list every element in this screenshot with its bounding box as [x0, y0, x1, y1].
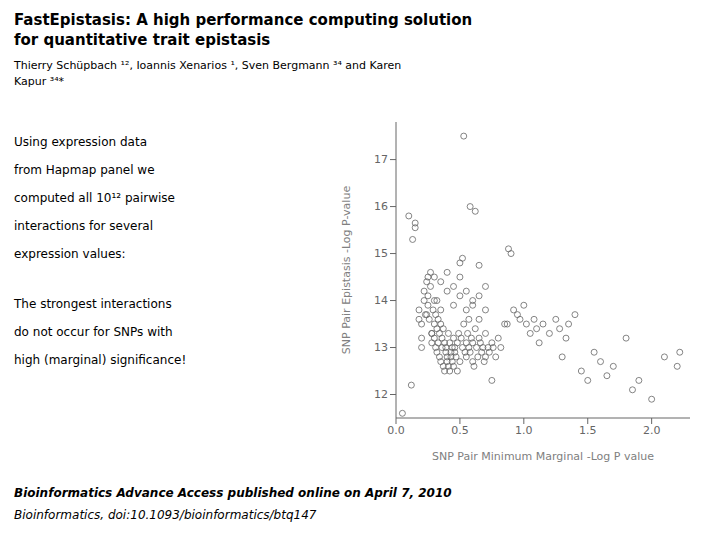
svg-text:17: 17	[374, 153, 388, 166]
svg-text:0.0: 0.0	[387, 424, 405, 437]
svg-text:15: 15	[374, 247, 388, 260]
html-text:do not occur for SNPs with: do not occur for SNPs with	[14, 325, 173, 339]
svg-text:SNP Pair Epistasis -Log P-valu: SNP Pair Epistasis -Log P-value	[340, 186, 353, 355]
html-text:interactions for several: interactions for several	[14, 219, 153, 233]
svg-text:0.5: 0.5	[451, 424, 469, 437]
html-text:The strongest interactions: The strongest interactions	[14, 297, 172, 311]
svg-text:1.0: 1.0	[515, 424, 533, 437]
html-text:for quantitative trait epistas: for quantitative trait epistasis	[14, 31, 271, 49]
html-text:expression values:: expression values:	[14, 247, 126, 261]
svg-text:14: 14	[374, 294, 388, 307]
svg-text:2.0: 2.0	[643, 424, 661, 437]
html-text:FastEpistasis: A high performa: FastEpistasis: A high performance comput…	[14, 11, 473, 29]
svg-text:16: 16	[374, 200, 388, 213]
svg-text:12: 12	[374, 388, 388, 401]
html-text:Kapur ³⁴*: Kapur ³⁴*	[14, 75, 65, 88]
html-text:Using expression data: Using expression data	[14, 135, 147, 149]
html-text:Thierry Schüpbach ¹², Ioannis: Thierry Schüpbach ¹², Ioannis Xenarios ¹…	[14, 59, 402, 72]
svg-text:1.5: 1.5	[579, 424, 597, 437]
html-text:high (marginal) significance!: high (marginal) significance!	[14, 353, 187, 367]
html-text:Bioinformatics, doi:10.1093/bi: Bioinformatics, doi:10.1093/bioinformati…	[14, 508, 317, 522]
svg-text:SNP Pair Minimum Marginal -Log: SNP Pair Minimum Marginal -Log P value	[432, 450, 654, 463]
html-text:Bioinformatics Advance Access: Bioinformatics Advance Access published …	[14, 486, 452, 500]
html-text:computed all 10¹² pairwise: computed all 10¹² pairwise	[14, 191, 175, 205]
html-text:from Hapmap panel we: from Hapmap panel we	[14, 163, 155, 177]
svg-text:13: 13	[374, 341, 388, 354]
